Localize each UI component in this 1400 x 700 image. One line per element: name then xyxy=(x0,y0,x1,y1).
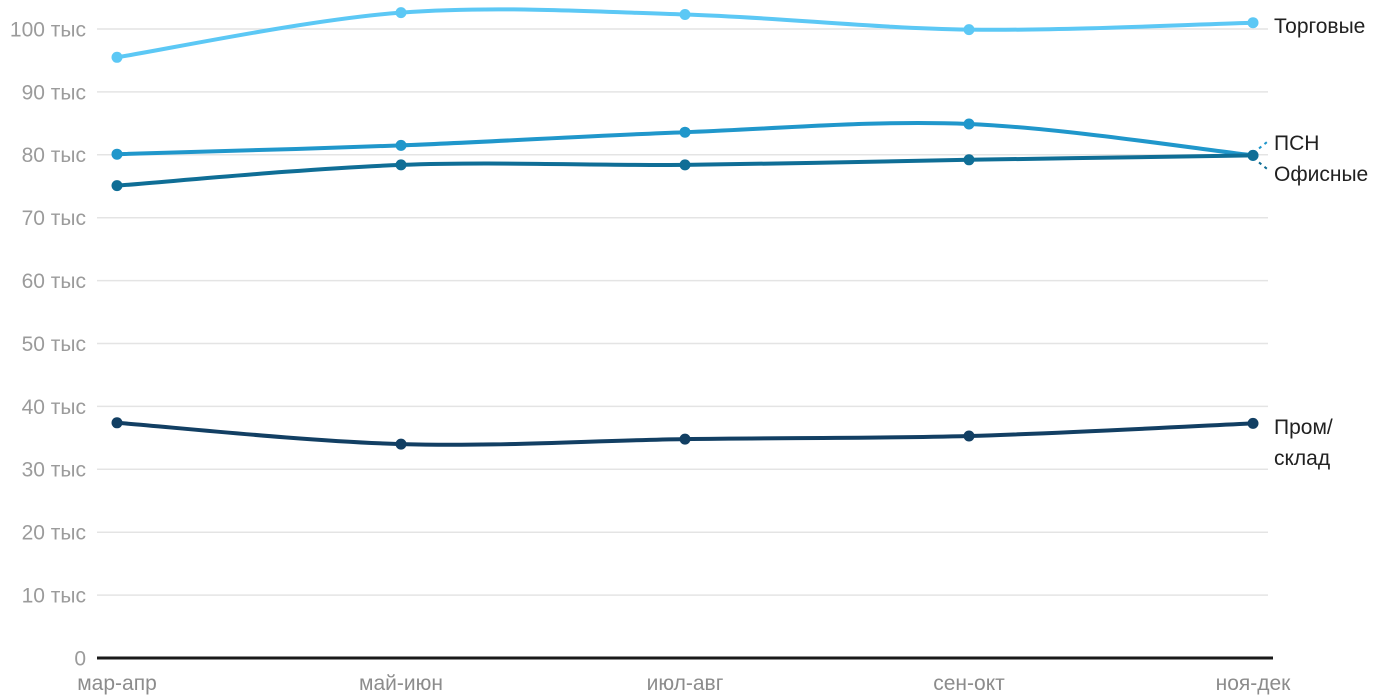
series-point-office-0[interactable] xyxy=(111,180,123,192)
series-label-industrial-line0: Пром/ xyxy=(1274,416,1333,439)
x-axis-label-4: ноя-дек xyxy=(1216,672,1292,695)
y-tick-label-20: 20 тыс xyxy=(22,522,86,545)
series-point-industrial-1[interactable] xyxy=(395,438,407,450)
series-point-office-2[interactable] xyxy=(679,159,691,171)
x-axis-label-3: сен-окт xyxy=(933,672,1005,695)
series-point-retail-4[interactable] xyxy=(1247,17,1259,29)
series-point-retail-0[interactable] xyxy=(111,51,123,63)
series-point-retail-3[interactable] xyxy=(963,24,975,36)
series-label-industrial-line1: склад xyxy=(1274,447,1330,470)
series-label-psn: ПСН xyxy=(1274,132,1319,155)
series-point-office-3[interactable] xyxy=(963,154,975,166)
series-point-psn-2[interactable] xyxy=(679,126,691,138)
series-point-industrial-4[interactable] xyxy=(1247,417,1259,429)
series-point-industrial-2[interactable] xyxy=(679,433,691,445)
y-tick-label-10: 10 тыс xyxy=(22,584,86,607)
series-point-retail-1[interactable] xyxy=(395,7,407,19)
y-tick-label-60: 60 тыс xyxy=(22,270,86,293)
y-tick-label-0: 0 xyxy=(74,647,86,670)
y-tick-label-90: 90 тыс xyxy=(22,81,86,104)
series-point-psn-3[interactable] xyxy=(963,118,975,130)
series-point-industrial-0[interactable] xyxy=(111,417,123,429)
y-tick-label-80: 80 тыс xyxy=(22,144,86,167)
series-point-retail-2[interactable] xyxy=(679,9,691,20)
series-point-office-1[interactable] xyxy=(395,159,407,171)
y-tick-label-40: 40 тыс xyxy=(22,396,86,419)
series-point-psn-1[interactable] xyxy=(395,139,407,151)
y-tick-label-50: 50 тыс xyxy=(22,333,86,356)
series-point-psn-0[interactable] xyxy=(111,148,123,160)
label-connector-office xyxy=(1258,161,1270,172)
y-tick-label-30: 30 тыс xyxy=(22,459,86,482)
series-label-retail: Торговые xyxy=(1274,15,1365,38)
x-axis-label-0: мар-апр xyxy=(77,672,157,695)
x-axis-label-1: май-июн xyxy=(359,672,443,695)
y-tick-label-100: 100 тыс xyxy=(10,18,86,41)
label-connector-psn xyxy=(1258,139,1270,150)
series-point-industrial-3[interactable] xyxy=(963,430,975,442)
y-tick-label-70: 70 тыс xyxy=(22,207,86,230)
x-axis-label-2: июл-авг xyxy=(647,672,724,695)
series-point-office-4[interactable] xyxy=(1247,149,1259,161)
series-label-office: Офисные xyxy=(1274,163,1368,186)
